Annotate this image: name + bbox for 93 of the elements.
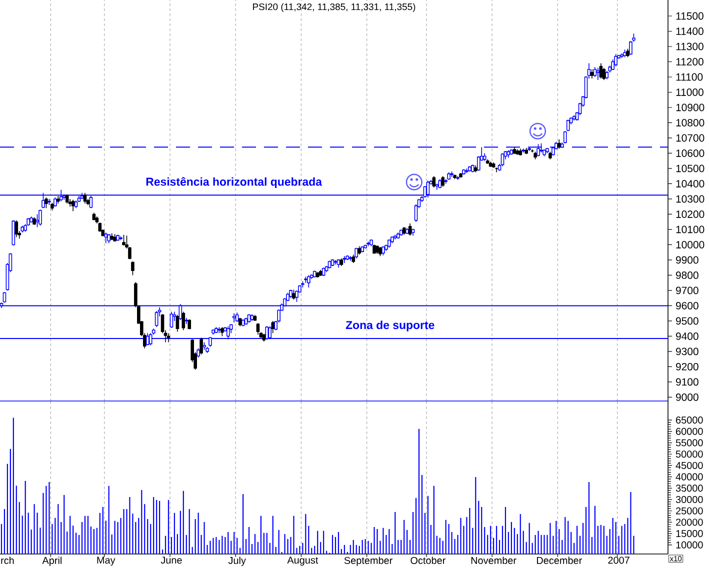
x-tick-label: 2007	[608, 556, 630, 564]
candlestick	[292, 289, 296, 300]
candlestick	[408, 222, 412, 236]
y-tick-label: 9800	[676, 272, 698, 279]
y-tick-label: 10800	[676, 119, 704, 126]
x-tick-label: September	[344, 556, 392, 566]
y-tick-label: 9200	[676, 362, 698, 370]
y-tick-label: 45000	[676, 462, 703, 469]
x-tick-label: July	[228, 556, 246, 566]
candlestick	[271, 320, 275, 334]
y-tick-label: 11400	[676, 28, 704, 35]
candlestick	[14, 220, 18, 238]
candlestick	[196, 348, 200, 358]
candlestick	[372, 244, 376, 254]
candlestick	[44, 197, 48, 209]
y-tick-label: 11300	[676, 42, 704, 50]
y-tick-label: 40000	[676, 473, 703, 480]
annotation: ☺	[406, 174, 422, 190]
y-tick-label: 9300	[676, 348, 698, 356]
y-tick-label: 35000	[676, 484, 703, 492]
candlestick	[65, 194, 69, 204]
candlestick	[256, 322, 260, 336]
y-tick-label: 9100	[676, 378, 698, 386]
y-tick-label: 10400	[676, 180, 704, 188]
y-tick-label: 55000	[676, 439, 703, 446]
y-tick-label: 10200	[676, 210, 704, 218]
candlestick	[382, 246, 385, 256]
ref-line-label: Resistência horizontal quebrada	[146, 177, 322, 188]
y-tick-label: 10700	[676, 134, 704, 142]
candlestick	[154, 310, 158, 328]
candlestick	[232, 312, 236, 323]
candlestick	[602, 67, 606, 80]
candlestick	[614, 54, 618, 67]
y-tick-label: 11500	[676, 12, 704, 20]
candlestick	[432, 176, 436, 188]
x-tick-label: May	[97, 556, 116, 566]
candlestick	[590, 68, 594, 79]
y-tick-label: 15000	[676, 530, 703, 538]
candlestick	[220, 326, 224, 337]
y-tick-label: 10100	[676, 226, 704, 234]
candlestick	[170, 311, 174, 328]
candlestick	[558, 139, 561, 150]
y-tick-label: 10500	[676, 164, 704, 172]
x-tick-label: rch	[1, 556, 14, 564]
y-tick-label: 10300	[676, 195, 704, 203]
x-tick-label: November	[471, 556, 516, 564]
candlestick	[378, 246, 382, 257]
y-tick-label: 11200	[676, 58, 704, 66]
y-tick-label: 9400	[676, 332, 698, 340]
y-tick-label: 9700	[676, 286, 698, 294]
x-tick-label: August	[287, 556, 318, 566]
y-tick-label: 10000	[676, 541, 703, 548]
y-tick-label: 50000	[676, 450, 703, 458]
candlestick	[131, 261, 134, 276]
candlestick	[342, 256, 346, 264]
y-tick-label: 65000	[676, 416, 703, 424]
chart-title: PSI20 (11,342, 11,385, 11,331, 11,355)	[253, 3, 416, 12]
y-tick-label: 60000	[676, 428, 703, 435]
y-tick-label: 11000	[676, 88, 704, 96]
candlestick	[38, 209, 42, 226]
candlestick	[438, 178, 442, 189]
candlestick	[307, 274, 310, 288]
x-tick-label: December	[536, 556, 582, 564]
y-tick-label: 9500	[676, 317, 698, 325]
y-tick-label: 20000	[676, 518, 703, 526]
candlestick	[54, 197, 57, 207]
candlestick	[500, 152, 504, 167]
candlestick	[596, 67, 600, 80]
candlestick	[441, 176, 445, 188]
annotation: ☺	[529, 122, 546, 140]
candlestick	[593, 66, 597, 78]
candlestick	[146, 332, 150, 346]
y-tick-label: 10900	[676, 104, 704, 112]
candlestick	[104, 232, 108, 244]
x-tick-label: April	[42, 556, 62, 566]
candlestick	[200, 337, 203, 355]
y-tick-label: 25000	[676, 507, 703, 514]
y-tick-label: 10600	[676, 150, 704, 157]
x-tick-label: October	[410, 556, 446, 564]
candlestick	[176, 314, 180, 332]
y-tick-label: 9600	[676, 302, 698, 310]
y-tick-label: 11100	[676, 73, 703, 81]
candlestick	[188, 319, 192, 330]
candlestick	[184, 318, 188, 324]
y-tick-label: 10000	[676, 241, 704, 248]
candlestick	[494, 167, 498, 173]
y-tick-label: 30000	[676, 496, 703, 504]
x-tick-label: June	[160, 556, 182, 564]
ref-line-label: Zona de suporte	[346, 320, 434, 332]
candlestick	[122, 234, 126, 246]
y-tick-label: 9900	[676, 256, 698, 264]
y-tick-label: 9000	[676, 393, 698, 401]
candlestick	[107, 234, 110, 244]
